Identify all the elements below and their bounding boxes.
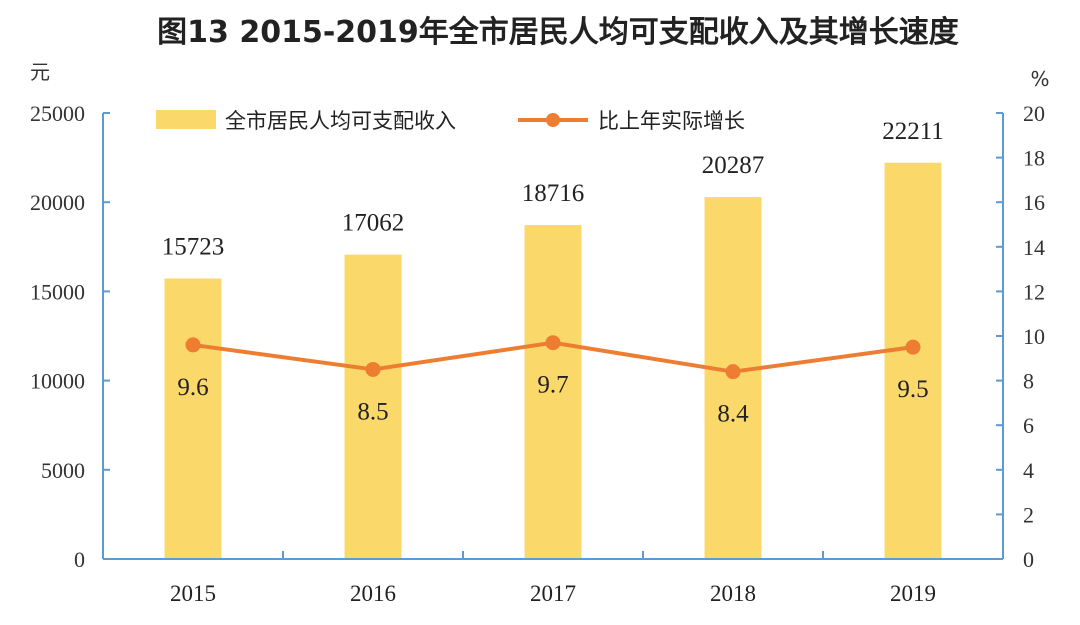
right-tick-label: 20 [1023, 101, 1045, 126]
x-tick-label: 2018 [710, 581, 756, 606]
right-tick-label: 12 [1023, 279, 1045, 304]
right-tick-label: 2 [1023, 502, 1034, 527]
legend-bar-swatch [156, 110, 216, 129]
bar-value-label: 15723 [162, 234, 225, 261]
line-layer [185, 335, 921, 380]
bars-layer [164, 162, 942, 560]
right-tick-label: 0 [1023, 547, 1034, 572]
growth-value-label: 9.5 [897, 376, 928, 403]
left-tick-label: 0 [74, 547, 85, 572]
right-tick-label: 8 [1023, 369, 1034, 394]
left-tick-label: 20000 [30, 190, 85, 215]
left-tick-label: 5000 [41, 458, 85, 483]
x-tick-label: 2015 [170, 581, 216, 606]
bar-value-label: 22211 [882, 118, 944, 145]
growth-point-2017 [545, 335, 561, 351]
left-axis-unit: 元 [30, 60, 50, 84]
growth-point-2015 [185, 337, 201, 353]
right-tick-label: 18 [1023, 146, 1045, 171]
right-tick-label: 4 [1023, 458, 1034, 483]
left-tick-label: 15000 [30, 279, 85, 304]
left-tick-label: 25000 [30, 101, 85, 126]
legend-line-marker [546, 113, 560, 127]
right-tick-label: 10 [1023, 324, 1045, 349]
chart-title: 图13 2015-2019年全市居民人均可支配收入及其增长速度 [157, 15, 959, 50]
right-tick-label: 16 [1023, 190, 1045, 215]
legend-bar-label: 全市居民人均可支配收入 [225, 109, 456, 133]
growth-value-label: 8.4 [717, 401, 749, 428]
bar-2015 [164, 278, 222, 559]
left-tick-label: 10000 [30, 369, 85, 394]
growth-value-label: 8.5 [357, 398, 388, 425]
x-tick-label: 2016 [350, 581, 396, 606]
right-tick-label: 14 [1023, 235, 1045, 260]
bar-value-label: 18716 [522, 180, 585, 207]
bar-2019 [884, 162, 942, 560]
growth-point-2016 [365, 361, 381, 377]
legend-line-label: 比上年实际增长 [598, 109, 745, 133]
right-tick-label: 6 [1023, 413, 1034, 438]
axes-layer [102, 112, 1004, 560]
x-tick-label: 2019 [890, 581, 936, 606]
x-tick-label: 2017 [530, 581, 576, 606]
growth-point-2019 [905, 339, 921, 355]
bar-2017 [524, 225, 582, 559]
growth-point-2018 [725, 364, 741, 380]
right-axis-unit: % [1030, 67, 1049, 91]
bar-value-label: 17062 [342, 210, 405, 237]
bar-value-label: 20287 [702, 152, 765, 179]
bar-2016 [344, 254, 402, 559]
growth-value-label: 9.6 [177, 374, 208, 401]
labels-layer: 15723 17062 18716 20287 22211 0 5000 10000 15000… [30, 101, 1045, 606]
growth-value-label: 9.7 [537, 372, 568, 399]
